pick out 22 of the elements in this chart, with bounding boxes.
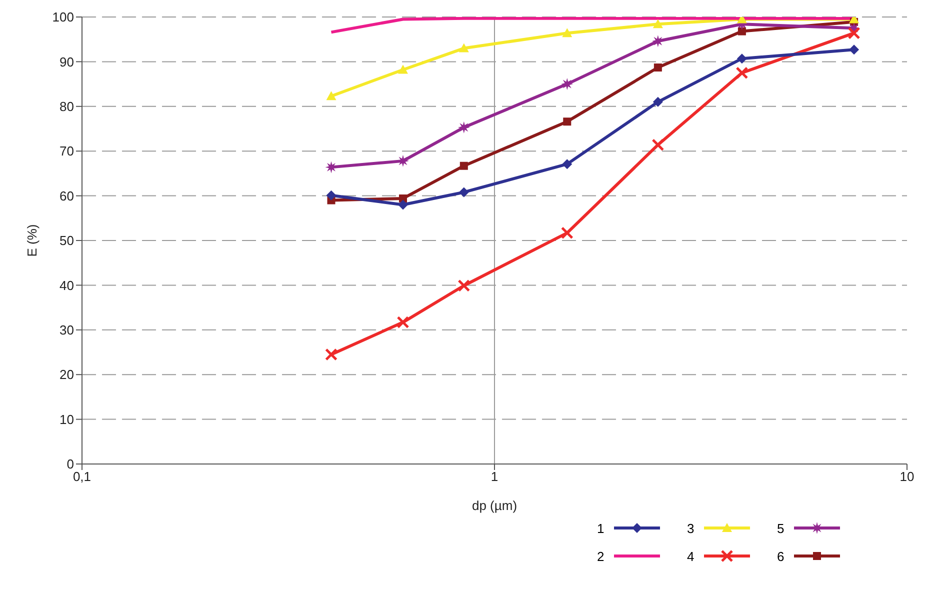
y-tick-label: 10 [60,412,74,427]
legend-label: 2 [597,548,604,564]
legend-label: 6 [777,548,784,564]
y-tick-label: 60 [60,188,74,204]
y-axis-title: E (%) [24,224,40,257]
y-tick-label: 50 [60,233,74,248]
y-tick-label: 70 [60,144,74,159]
y-tick-label: 0 [66,456,74,472]
y-tick-label: 90 [60,54,74,70]
legend-label: 1 [597,520,604,536]
y-tick-label: 100 [52,10,74,25]
y-tick-label: 80 [60,99,74,114]
x-tick-label: 10 [900,469,914,484]
y-tick-label: 30 [60,322,74,338]
x-tick-label: 0,1 [72,469,92,484]
legend-label: 5 [777,520,784,536]
x-axis-title: dp (µm) [472,498,518,513]
legend-label: 4 [687,548,694,564]
legend-label: 3 [687,520,694,536]
y-tick-label: 20 [60,367,74,382]
y-tick-label: 40 [60,278,74,293]
x-tick-label: 1 [490,469,498,484]
